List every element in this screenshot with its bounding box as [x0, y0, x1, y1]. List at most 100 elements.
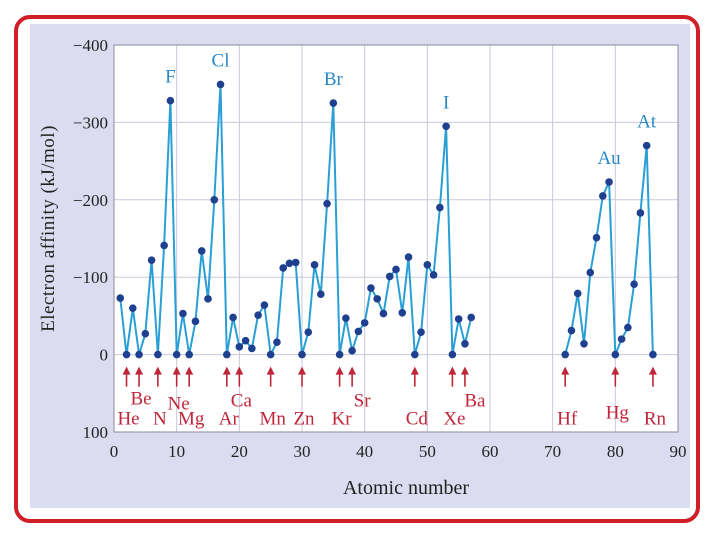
element-label-br: Br — [324, 69, 344, 90]
data-point — [135, 350, 143, 359]
data-point — [461, 339, 469, 348]
data-point — [160, 241, 168, 250]
element-label-rn: Rn — [644, 409, 667, 430]
data-point — [329, 99, 338, 107]
element-label-cl: Cl — [212, 50, 230, 71]
y-tick-label: −100 — [73, 268, 108, 287]
data-point — [323, 199, 331, 208]
element-label-at: At — [637, 112, 657, 133]
y-tick-label: −200 — [73, 191, 108, 210]
x-tick-label: 20 — [231, 442, 248, 461]
data-point — [147, 256, 156, 264]
element-label-ar: Ar — [219, 409, 240, 430]
y-tick-label: −400 — [73, 36, 108, 55]
arrow-head-mg — [185, 366, 194, 375]
arrow-head-cd — [410, 366, 419, 375]
data-point — [454, 315, 463, 323]
element-label-zn: Zn — [293, 409, 315, 430]
arrow-head-hf — [561, 366, 570, 375]
data-point — [411, 350, 419, 359]
data-point — [599, 192, 607, 200]
arrow-head-n — [153, 366, 162, 375]
arrow-head-ca — [235, 366, 244, 375]
data-point — [561, 350, 569, 359]
y-tick-label: −300 — [73, 113, 108, 132]
x-tick-label: 90 — [670, 442, 687, 461]
x-tick-labels: 0 10 20 30 40 50 60 70 80 90 — [110, 442, 687, 461]
data-point — [385, 272, 394, 281]
x-tick-label: 60 — [482, 442, 499, 461]
element-label-n: N — [153, 409, 167, 430]
data-point — [373, 295, 382, 303]
data-point — [586, 268, 595, 277]
data-point — [367, 284, 375, 292]
element-label-mg: Mg — [178, 409, 205, 430]
data-point — [141, 329, 150, 338]
data-point — [317, 290, 325, 299]
element-label-f: F — [165, 67, 176, 88]
data-point — [423, 261, 432, 269]
data-point — [279, 264, 288, 272]
element-label-mn: Mn — [259, 409, 286, 430]
data-point — [429, 271, 438, 279]
data-point — [605, 178, 613, 186]
data-point — [298, 350, 306, 359]
element-label-sr: Sr — [354, 391, 372, 412]
data-point — [642, 141, 651, 150]
data-point — [398, 309, 407, 317]
plot-border — [113, 44, 679, 433]
data-point — [342, 314, 350, 323]
data-point — [204, 295, 212, 303]
data-point — [310, 261, 319, 269]
y-tick-label: 0 — [100, 346, 109, 365]
x-tick-label: 50 — [419, 442, 436, 461]
data-point — [235, 343, 244, 351]
data-point — [185, 350, 193, 359]
x-tick-label: 70 — [544, 442, 561, 461]
arrow-head-zn — [298, 366, 306, 375]
data-point — [448, 350, 457, 359]
plot-area — [114, 45, 678, 432]
data-point — [304, 328, 313, 336]
x-tick-label: 10 — [168, 442, 185, 461]
data-point — [617, 335, 626, 343]
data-point — [179, 309, 187, 318]
data-point — [285, 259, 294, 268]
data-point — [442, 122, 450, 131]
element-label-hf: Hf — [557, 409, 578, 430]
data-point — [260, 301, 269, 309]
data-point — [291, 258, 300, 267]
data-point — [467, 313, 476, 322]
element-label-au: Au — [597, 148, 621, 169]
data-point — [191, 317, 200, 326]
y-tick-label: 100 — [83, 423, 109, 442]
arrow-head-xe — [448, 366, 457, 375]
arrow-head-be — [135, 366, 144, 375]
data-point — [360, 319, 369, 327]
data-point — [573, 289, 582, 298]
data-point — [636, 209, 645, 217]
grid — [113, 44, 679, 433]
x-tick-label: 30 — [294, 442, 311, 461]
arrow-head-kr — [335, 366, 344, 375]
data-point — [580, 339, 588, 348]
data-point — [248, 344, 256, 353]
data-point — [172, 350, 181, 359]
data-point — [210, 196, 219, 204]
element-labels-peaks: F Cl Br I Au At — [165, 50, 657, 169]
element-label-kr: Kr — [332, 409, 353, 430]
data-point — [273, 338, 281, 347]
element-label-ne: Ne — [168, 394, 190, 415]
arrow-head-he — [122, 366, 131, 375]
data-point — [567, 326, 576, 335]
y-axis-label: Electron affinity (kJ/mol) — [38, 125, 59, 332]
data-point — [649, 350, 657, 359]
data-point — [404, 253, 413, 261]
data-point — [154, 350, 162, 359]
data-point — [354, 327, 363, 336]
x-tick-label: 0 — [110, 442, 119, 461]
data-point — [197, 247, 206, 255]
data-point — [592, 233, 601, 242]
